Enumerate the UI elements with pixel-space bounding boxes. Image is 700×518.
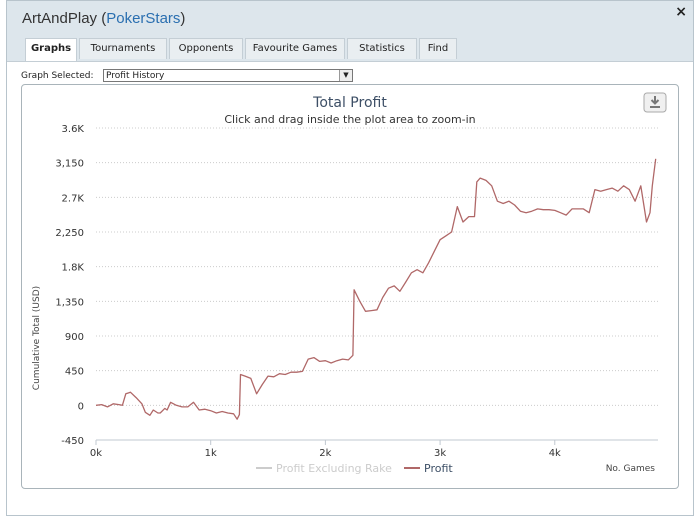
y-axis-label: Cumulative Total (USD): [32, 286, 42, 390]
y-tick-label: 0: [78, 401, 84, 412]
y-tick-label: 3.6K: [62, 124, 85, 135]
legend-item-profit[interactable]: Profit: [404, 462, 453, 475]
tab-divider: [7, 61, 693, 62]
series-line-profit[interactable]: [95, 158, 657, 420]
chart-title: Total Profit: [312, 95, 387, 111]
x-axis-label: No. Games: [606, 464, 656, 474]
legend-item-rake[interactable]: Profit Excluding Rake: [256, 462, 392, 475]
legend-label-rake: Profit Excluding Rake: [276, 462, 392, 475]
x-tick-label: 2k: [319, 448, 331, 459]
x-tick-labels: 0k 1k 2k 3k 4k: [90, 448, 561, 459]
graph-select-dropdown[interactable]: Profit History ▼: [103, 69, 353, 82]
y-tick-label: 2.7K: [62, 193, 85, 204]
y-tick-labels: -450 0 450 900 1,350 1.8K 2,250 2.7K 3,150 3.6K: [55, 124, 84, 447]
grid-lines: [96, 127, 658, 406]
tab-find[interactable]: Find: [419, 38, 457, 59]
chevron-down-icon[interactable]: ▼: [339, 70, 352, 81]
series-layer: [95, 158, 657, 420]
download-icon: [650, 96, 660, 108]
y-tick-label: 1,350: [55, 297, 84, 308]
y-tick-label: 1.8K: [62, 263, 85, 274]
axes: [95, 439, 658, 445]
chart-panel: Total Profit Click and drag inside the p…: [21, 84, 679, 489]
x-tick-label: 0k: [90, 448, 102, 459]
export-button[interactable]: [643, 92, 667, 113]
x-tick-label: 3k: [434, 448, 446, 459]
y-tick-label: 450: [65, 367, 84, 378]
site-paren-open: (: [101, 10, 107, 27]
tab-favourite-games[interactable]: Favourite Games: [245, 38, 345, 59]
window-title: ArtAndPlay (PokerStars): [22, 10, 185, 27]
player-window: ArtAndPlay (PokerStars) × Graphs Tournam…: [6, 0, 694, 516]
y-tick-label: 900: [65, 332, 84, 343]
y-tick-label: 3,150: [55, 159, 84, 170]
tab-tournaments[interactable]: Tournaments: [79, 38, 167, 59]
player-name: ArtAndPlay: [22, 10, 98, 27]
x-tick-label: 1k: [205, 448, 217, 459]
window-header: ArtAndPlay (PokerStars) × Graphs Tournam…: [7, 1, 693, 62]
graph-select-value: Profit History: [106, 71, 165, 81]
legend-label-profit: Profit: [424, 462, 453, 475]
chart-subtitle: Click and drag inside the plot area to z…: [224, 113, 475, 126]
graph-select-label: Graph Selected:: [21, 71, 94, 81]
y-tick-label: 2,250: [55, 228, 84, 239]
x-tick-label: 4k: [549, 448, 561, 459]
tab-statistics[interactable]: Statistics: [347, 38, 417, 59]
close-icon[interactable]: ×: [675, 4, 687, 20]
legend: Profit Excluding Rake Profit: [256, 462, 453, 475]
profit-chart[interactable]: Total Profit Click and drag inside the p…: [22, 85, 678, 488]
site-name[interactable]: PokerStars: [106, 10, 181, 27]
tab-opponents[interactable]: Opponents: [169, 38, 243, 59]
site-paren-close: ): [180, 10, 186, 27]
y-tick-label: -450: [61, 436, 84, 447]
tab-graphs[interactable]: Graphs: [25, 38, 77, 62]
